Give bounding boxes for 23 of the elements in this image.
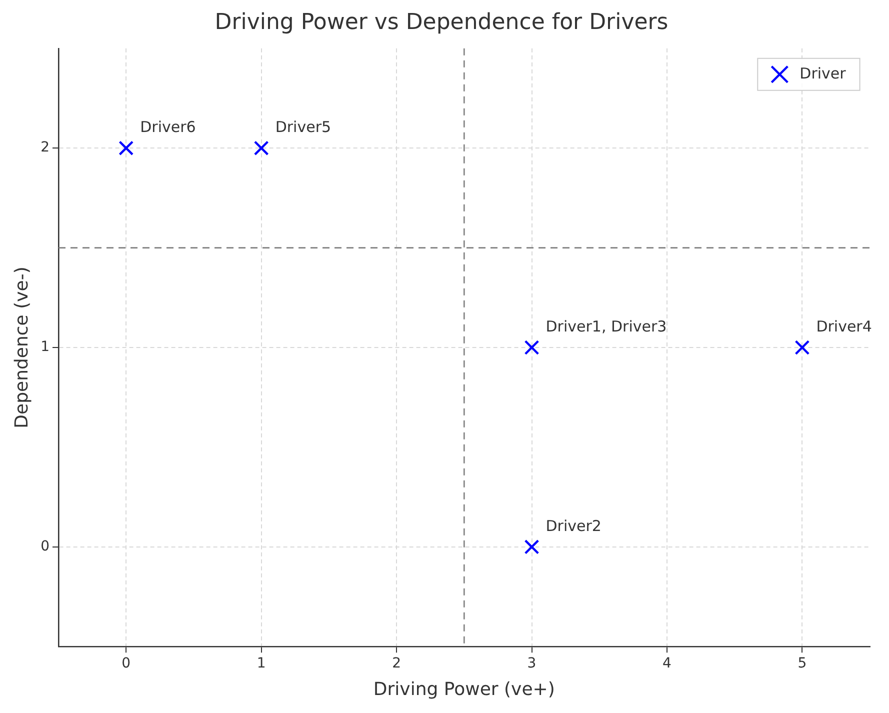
x-tick-label: 0 <box>122 656 131 672</box>
x-tick-label: 1 <box>256 656 266 672</box>
x-axis-title: Driving Power (ve+) <box>373 678 555 700</box>
x-tick-label: 5 <box>798 656 807 672</box>
x-tick-label: 2 <box>392 656 402 672</box>
annotation: Driver4 <box>816 318 872 336</box>
point <box>254 140 269 156</box>
x-tick-label: 3 <box>527 656 536 672</box>
x-tick-label: 4 <box>662 656 672 672</box>
y-tick-label: 2 <box>40 140 50 156</box>
annotation: Driver6 <box>140 118 196 136</box>
annotation: Driver2 <box>546 516 602 535</box>
annotation: Driver5 <box>275 118 332 136</box>
point <box>524 340 540 355</box>
point <box>524 539 540 554</box>
point <box>794 340 810 355</box>
point <box>118 140 134 156</box>
y-axis-title: Dependence (ve-) <box>11 266 32 428</box>
legend-label: Driver <box>800 64 847 82</box>
y-tick-label: 0 <box>40 538 50 555</box>
annotation: Driver1, Driver3 <box>546 318 667 336</box>
y-tick-label: 1 <box>40 339 50 356</box>
chart-title: Driving Power vs Dependence for Drivers <box>214 10 668 35</box>
